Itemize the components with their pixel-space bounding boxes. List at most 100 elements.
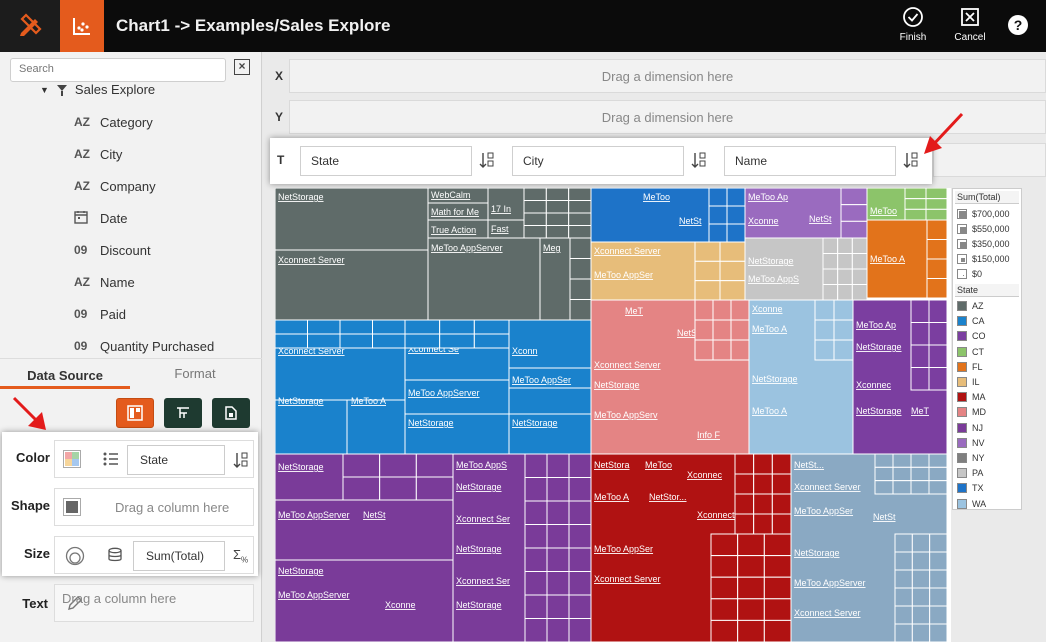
treemap-cell[interactable] xyxy=(415,453,454,478)
treemap-cell[interactable] xyxy=(892,453,912,468)
treemap-cell[interactable] xyxy=(837,253,853,270)
treemap-cell[interactable] xyxy=(523,200,547,214)
treemap-cell[interactable] xyxy=(894,533,913,553)
treemap-cell[interactable] xyxy=(763,619,792,642)
treemap-cell[interactable] xyxy=(840,188,868,206)
treemap-cell[interactable] xyxy=(910,453,930,468)
treemap-cell[interactable] xyxy=(771,513,792,535)
treemap-cell[interactable] xyxy=(726,205,746,225)
treemap-cell[interactable] xyxy=(524,618,548,642)
treemap-cell[interactable] xyxy=(851,237,868,254)
help-button[interactable]: ? xyxy=(1008,15,1028,35)
legend-state-item[interactable]: PA xyxy=(957,466,983,480)
treemap-cell[interactable] xyxy=(737,619,765,642)
treemap-cell[interactable] xyxy=(708,188,728,207)
treemap-cell[interactable] xyxy=(694,339,714,361)
field-item-city[interactable]: AZ City xyxy=(74,140,122,168)
size-drop-box[interactable]: Sum(Total) Σ% xyxy=(54,536,254,574)
treemap-cell[interactable] xyxy=(524,571,548,596)
treemap-cell[interactable] xyxy=(404,379,510,415)
treemap-cell[interactable] xyxy=(710,598,739,621)
t-field-city[interactable]: City xyxy=(512,146,684,176)
treemap-cell[interactable] xyxy=(771,473,792,495)
treemap-cell[interactable] xyxy=(737,576,765,600)
treemap-cell[interactable] xyxy=(851,253,868,270)
treemap-cell[interactable] xyxy=(524,547,548,572)
text-drop-box[interactable] xyxy=(54,584,254,622)
color-drop-box[interactable]: State xyxy=(54,440,254,478)
shape-square-icon[interactable] xyxy=(63,498,81,516)
treemap-cell[interactable] xyxy=(415,476,454,501)
treemap-cell[interactable] xyxy=(710,619,739,642)
treemap-cell[interactable] xyxy=(822,237,839,254)
treemap-chart[interactable]: NetStorage Xconnect Server WebCalm Math for… xyxy=(275,188,951,642)
treemap-cell[interactable] xyxy=(568,500,592,525)
treemap-cell[interactable] xyxy=(524,500,548,525)
treemap-cell[interactable] xyxy=(523,188,547,201)
treemap-cell[interactable] xyxy=(524,477,548,502)
treemap-cell[interactable] xyxy=(439,333,475,349)
treemap-cell[interactable] xyxy=(546,547,570,572)
treemap-cell[interactable] xyxy=(822,268,839,285)
chart-type-tile[interactable] xyxy=(60,0,104,52)
size-circles-icon[interactable] xyxy=(65,546,85,566)
treemap-cell[interactable] xyxy=(694,241,721,262)
treemap-cell[interactable] xyxy=(275,319,308,335)
treemap-cell[interactable] xyxy=(763,576,792,600)
treemap-cell[interactable] xyxy=(874,480,894,495)
sort-icon[interactable] xyxy=(478,151,496,169)
treemap-cell[interactable] xyxy=(928,322,948,346)
treemap-cell[interactable] xyxy=(928,480,948,495)
treemap-cell[interactable] xyxy=(737,555,765,578)
treemap-cell[interactable] xyxy=(404,319,441,335)
treemap-cell[interactable] xyxy=(569,299,592,321)
treemap-cell[interactable] xyxy=(814,319,835,341)
treemap-cell[interactable] xyxy=(719,241,746,262)
treemap-cell[interactable] xyxy=(730,299,750,321)
treemap-cell[interactable] xyxy=(894,623,913,642)
size-field[interactable]: Sum(Total) xyxy=(133,541,225,571)
treemap-cell[interactable] xyxy=(928,299,948,323)
treemap-cell[interactable] xyxy=(275,499,454,561)
treemap-cell[interactable] xyxy=(910,299,930,323)
treemap-cell[interactable] xyxy=(833,339,854,361)
treemap-cell[interactable] xyxy=(708,205,728,225)
field-item-date[interactable]: Date xyxy=(74,204,127,232)
treemap-cell[interactable] xyxy=(730,319,750,341)
legend-state-item[interactable]: FL xyxy=(957,360,983,374)
treemap-cell[interactable] xyxy=(929,533,948,553)
tab-data-source[interactable]: Data Source xyxy=(0,363,130,389)
treemap-cell[interactable] xyxy=(546,477,570,502)
y-drop-zone[interactable]: Drag a dimension here xyxy=(289,100,1046,134)
treemap-cell[interactable] xyxy=(275,559,454,642)
treemap-cell[interactable] xyxy=(568,477,592,502)
treemap-cell[interactable] xyxy=(734,473,755,495)
treemap-cell[interactable] xyxy=(892,480,912,495)
treemap-cell[interactable] xyxy=(307,333,341,349)
tree-root-sales-explore[interactable]: ▼ Sales Explore xyxy=(40,82,155,97)
treemap-cell-az[interactable] xyxy=(427,237,541,321)
color-field[interactable]: State xyxy=(127,445,225,475)
treemap-cell[interactable] xyxy=(753,453,773,475)
treemap-cell[interactable] xyxy=(928,344,948,368)
color-palette-icon[interactable] xyxy=(63,450,81,468)
tab-format[interactable]: Format xyxy=(174,366,216,381)
treemap-cell[interactable] xyxy=(524,524,548,549)
search-input[interactable]: Search xyxy=(10,58,226,82)
legend-state-item[interactable]: MD xyxy=(957,405,986,419)
legend-state-item[interactable]: IL xyxy=(957,375,980,389)
treemap-cell[interactable] xyxy=(928,367,948,391)
cancel-button[interactable]: Cancel xyxy=(946,6,994,46)
treemap-cell[interactable] xyxy=(734,493,755,515)
treemap-cell[interactable] xyxy=(275,399,348,455)
treemap-cell[interactable] xyxy=(342,453,381,478)
app-logo[interactable] xyxy=(0,0,60,52)
treemap-cell[interactable] xyxy=(928,453,948,468)
treemap-cell[interactable] xyxy=(814,339,835,361)
treemap-cell[interactable] xyxy=(726,188,746,207)
treemap-cell[interactable] xyxy=(568,594,592,619)
treemap-cell[interactable] xyxy=(569,237,592,259)
sort-icon[interactable] xyxy=(233,451,249,469)
treemap-cell[interactable] xyxy=(892,466,912,482)
treemap-cell[interactable] xyxy=(763,598,792,621)
